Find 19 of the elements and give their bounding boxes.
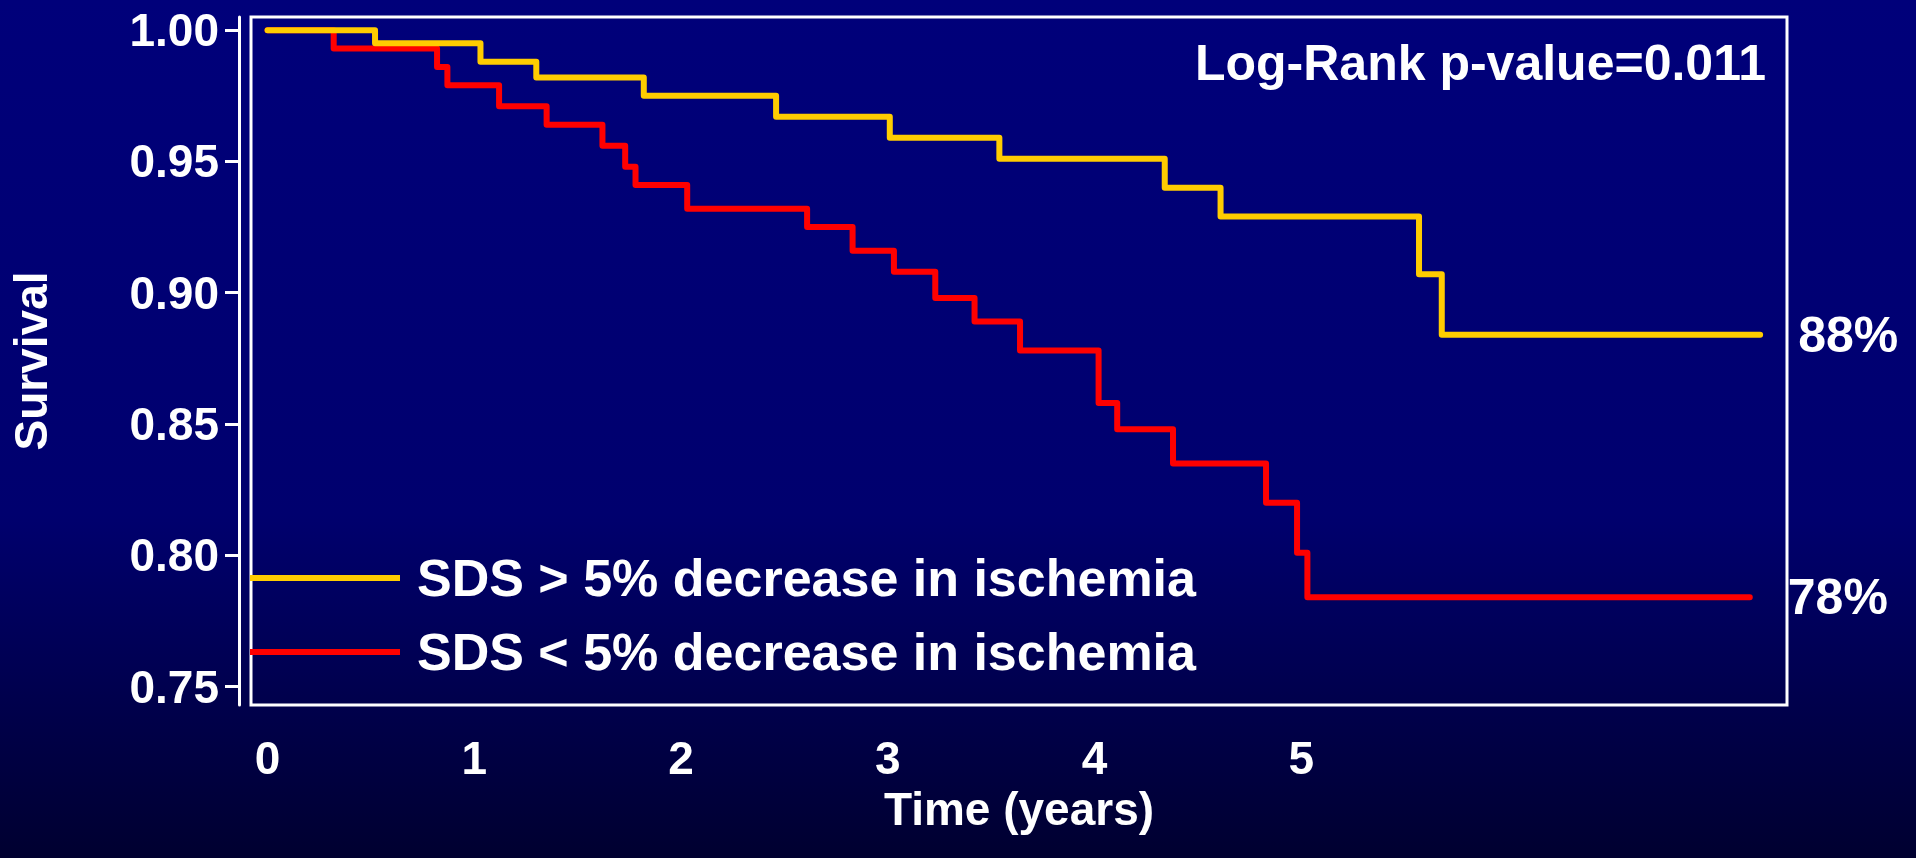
- x-tick-label: 3: [874, 732, 901, 784]
- y-tick-label: 0.90: [129, 266, 219, 319]
- x-axis-title: Time (years): [883, 782, 1155, 835]
- y-tick-label: 0.75: [129, 660, 219, 713]
- y-axis-title: Survival: [5, 271, 57, 451]
- legend-label: SDS > 5% decrease in ischemia: [417, 549, 1198, 607]
- y-tick-label: 0.80: [129, 529, 219, 582]
- y-tick-label: 0.85: [129, 398, 219, 451]
- annotation: 88%: [1798, 306, 1899, 363]
- x-tick-label: 0: [254, 732, 281, 784]
- annotation: Log-Rank p-value=0.011: [1194, 35, 1766, 91]
- annotation: 78%: [1787, 569, 1888, 626]
- y-tick-label: 1.00: [129, 4, 219, 57]
- x-tick-label: 2: [668, 732, 694, 784]
- x-tick-label: 4: [1081, 732, 1108, 784]
- legend-label: SDS < 5% decrease in ischemia: [417, 623, 1198, 681]
- x-tick-label: 5: [1288, 732, 1314, 784]
- x-tick-label: 1: [461, 732, 488, 784]
- y-tick-label: 0.95: [129, 135, 219, 188]
